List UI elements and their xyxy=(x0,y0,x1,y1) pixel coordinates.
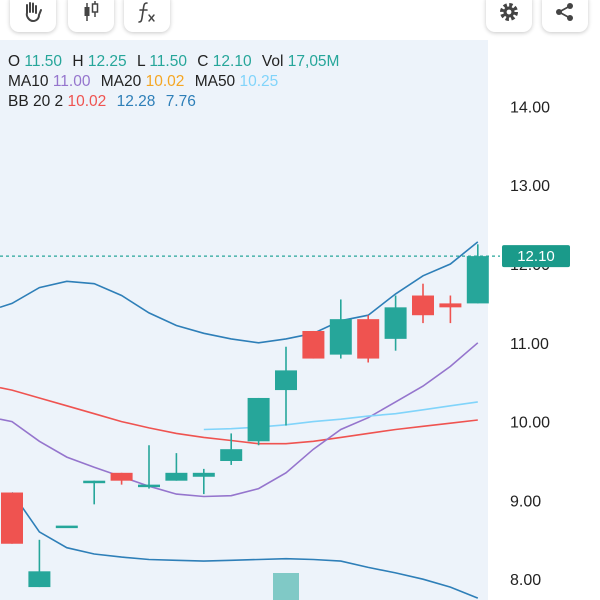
candle xyxy=(247,397,270,446)
ohlc-row: O 11.50 H 12.25 L 11.50 C 12.10 Vol 17,0… xyxy=(8,52,345,72)
price-tick-label: 11.00 xyxy=(510,336,549,353)
volume-value: 17,05M xyxy=(287,53,340,70)
price-tick-label: 8.00 xyxy=(510,572,541,589)
price-tick-label: 13.00 xyxy=(510,178,550,195)
bb-label: BB 20 2 xyxy=(8,93,64,110)
bb-mid-value: 10.02 xyxy=(67,93,107,110)
candlestick-type-button[interactable] xyxy=(68,0,114,32)
indicator-readout: O 11.50 H 12.25 L 11.50 C 12.10 Vol 17,0… xyxy=(8,52,345,112)
share-button[interactable] xyxy=(542,0,588,32)
candle xyxy=(1,492,23,544)
candle xyxy=(28,539,51,588)
open-value: 11.50 xyxy=(24,53,63,70)
candlestick-icon xyxy=(84,1,99,21)
candle xyxy=(466,244,489,304)
candle xyxy=(302,330,325,359)
ma20-value: 10.02 xyxy=(145,73,185,90)
bb-upper-value: 12.28 xyxy=(116,93,156,110)
candle xyxy=(439,295,462,324)
ma10-label: MA10 xyxy=(8,73,49,90)
gear-icon xyxy=(500,3,518,21)
candle xyxy=(329,299,352,359)
chart-toolbar xyxy=(0,0,600,36)
low-label: L xyxy=(136,53,145,70)
ma10-value: 11.00 xyxy=(52,73,91,90)
ma50-value: 10.25 xyxy=(239,73,279,90)
last-price-badge: 12.10 xyxy=(502,245,570,268)
candles xyxy=(1,244,489,588)
candle xyxy=(384,295,407,351)
open-label: O xyxy=(8,53,21,70)
indicators-button[interactable] xyxy=(124,0,170,32)
share-icon xyxy=(556,3,573,21)
series-line-ma10 xyxy=(0,342,479,498)
high-label: H xyxy=(72,53,84,70)
hand-icon xyxy=(25,2,42,23)
series-line-bb-lower xyxy=(11,492,479,599)
high-value: 12.25 xyxy=(87,53,127,70)
candle xyxy=(165,453,188,481)
bb-row: BB 20 2 10.02 12.28 7.76 xyxy=(8,92,345,112)
price-tick-label: 14.00 xyxy=(510,99,550,116)
candle xyxy=(275,346,297,426)
settings-button[interactable] xyxy=(486,0,532,32)
close-value: 12.10 xyxy=(212,53,252,70)
series-line-bb-upper xyxy=(0,241,479,344)
candle xyxy=(220,433,243,465)
candle xyxy=(192,468,215,495)
candle xyxy=(412,283,434,324)
bb-lower-value: 7.76 xyxy=(165,93,196,110)
plot-area[interactable] xyxy=(0,40,488,600)
ma-row: MA10 11.00 MA20 10.02 MA50 10.25 xyxy=(8,72,345,92)
candle xyxy=(138,445,160,489)
price-tick-label: 9.00 xyxy=(510,493,541,510)
candle xyxy=(357,315,380,363)
low-value: 11.50 xyxy=(149,53,187,70)
volume-label: Vol xyxy=(261,53,284,70)
last-price-label: 12.10 xyxy=(517,248,555,265)
hand-tool-button[interactable] xyxy=(10,0,56,32)
ma50-label: MA50 xyxy=(194,73,236,90)
candle xyxy=(83,480,106,505)
ma20-label: MA20 xyxy=(100,73,142,90)
close-label: C xyxy=(197,53,209,70)
volume-layer xyxy=(273,573,299,600)
candle xyxy=(110,472,133,485)
price-tick-label: 10.00 xyxy=(510,415,550,432)
volume-bar xyxy=(273,573,299,600)
function-icon xyxy=(138,2,155,23)
candle xyxy=(55,525,78,529)
